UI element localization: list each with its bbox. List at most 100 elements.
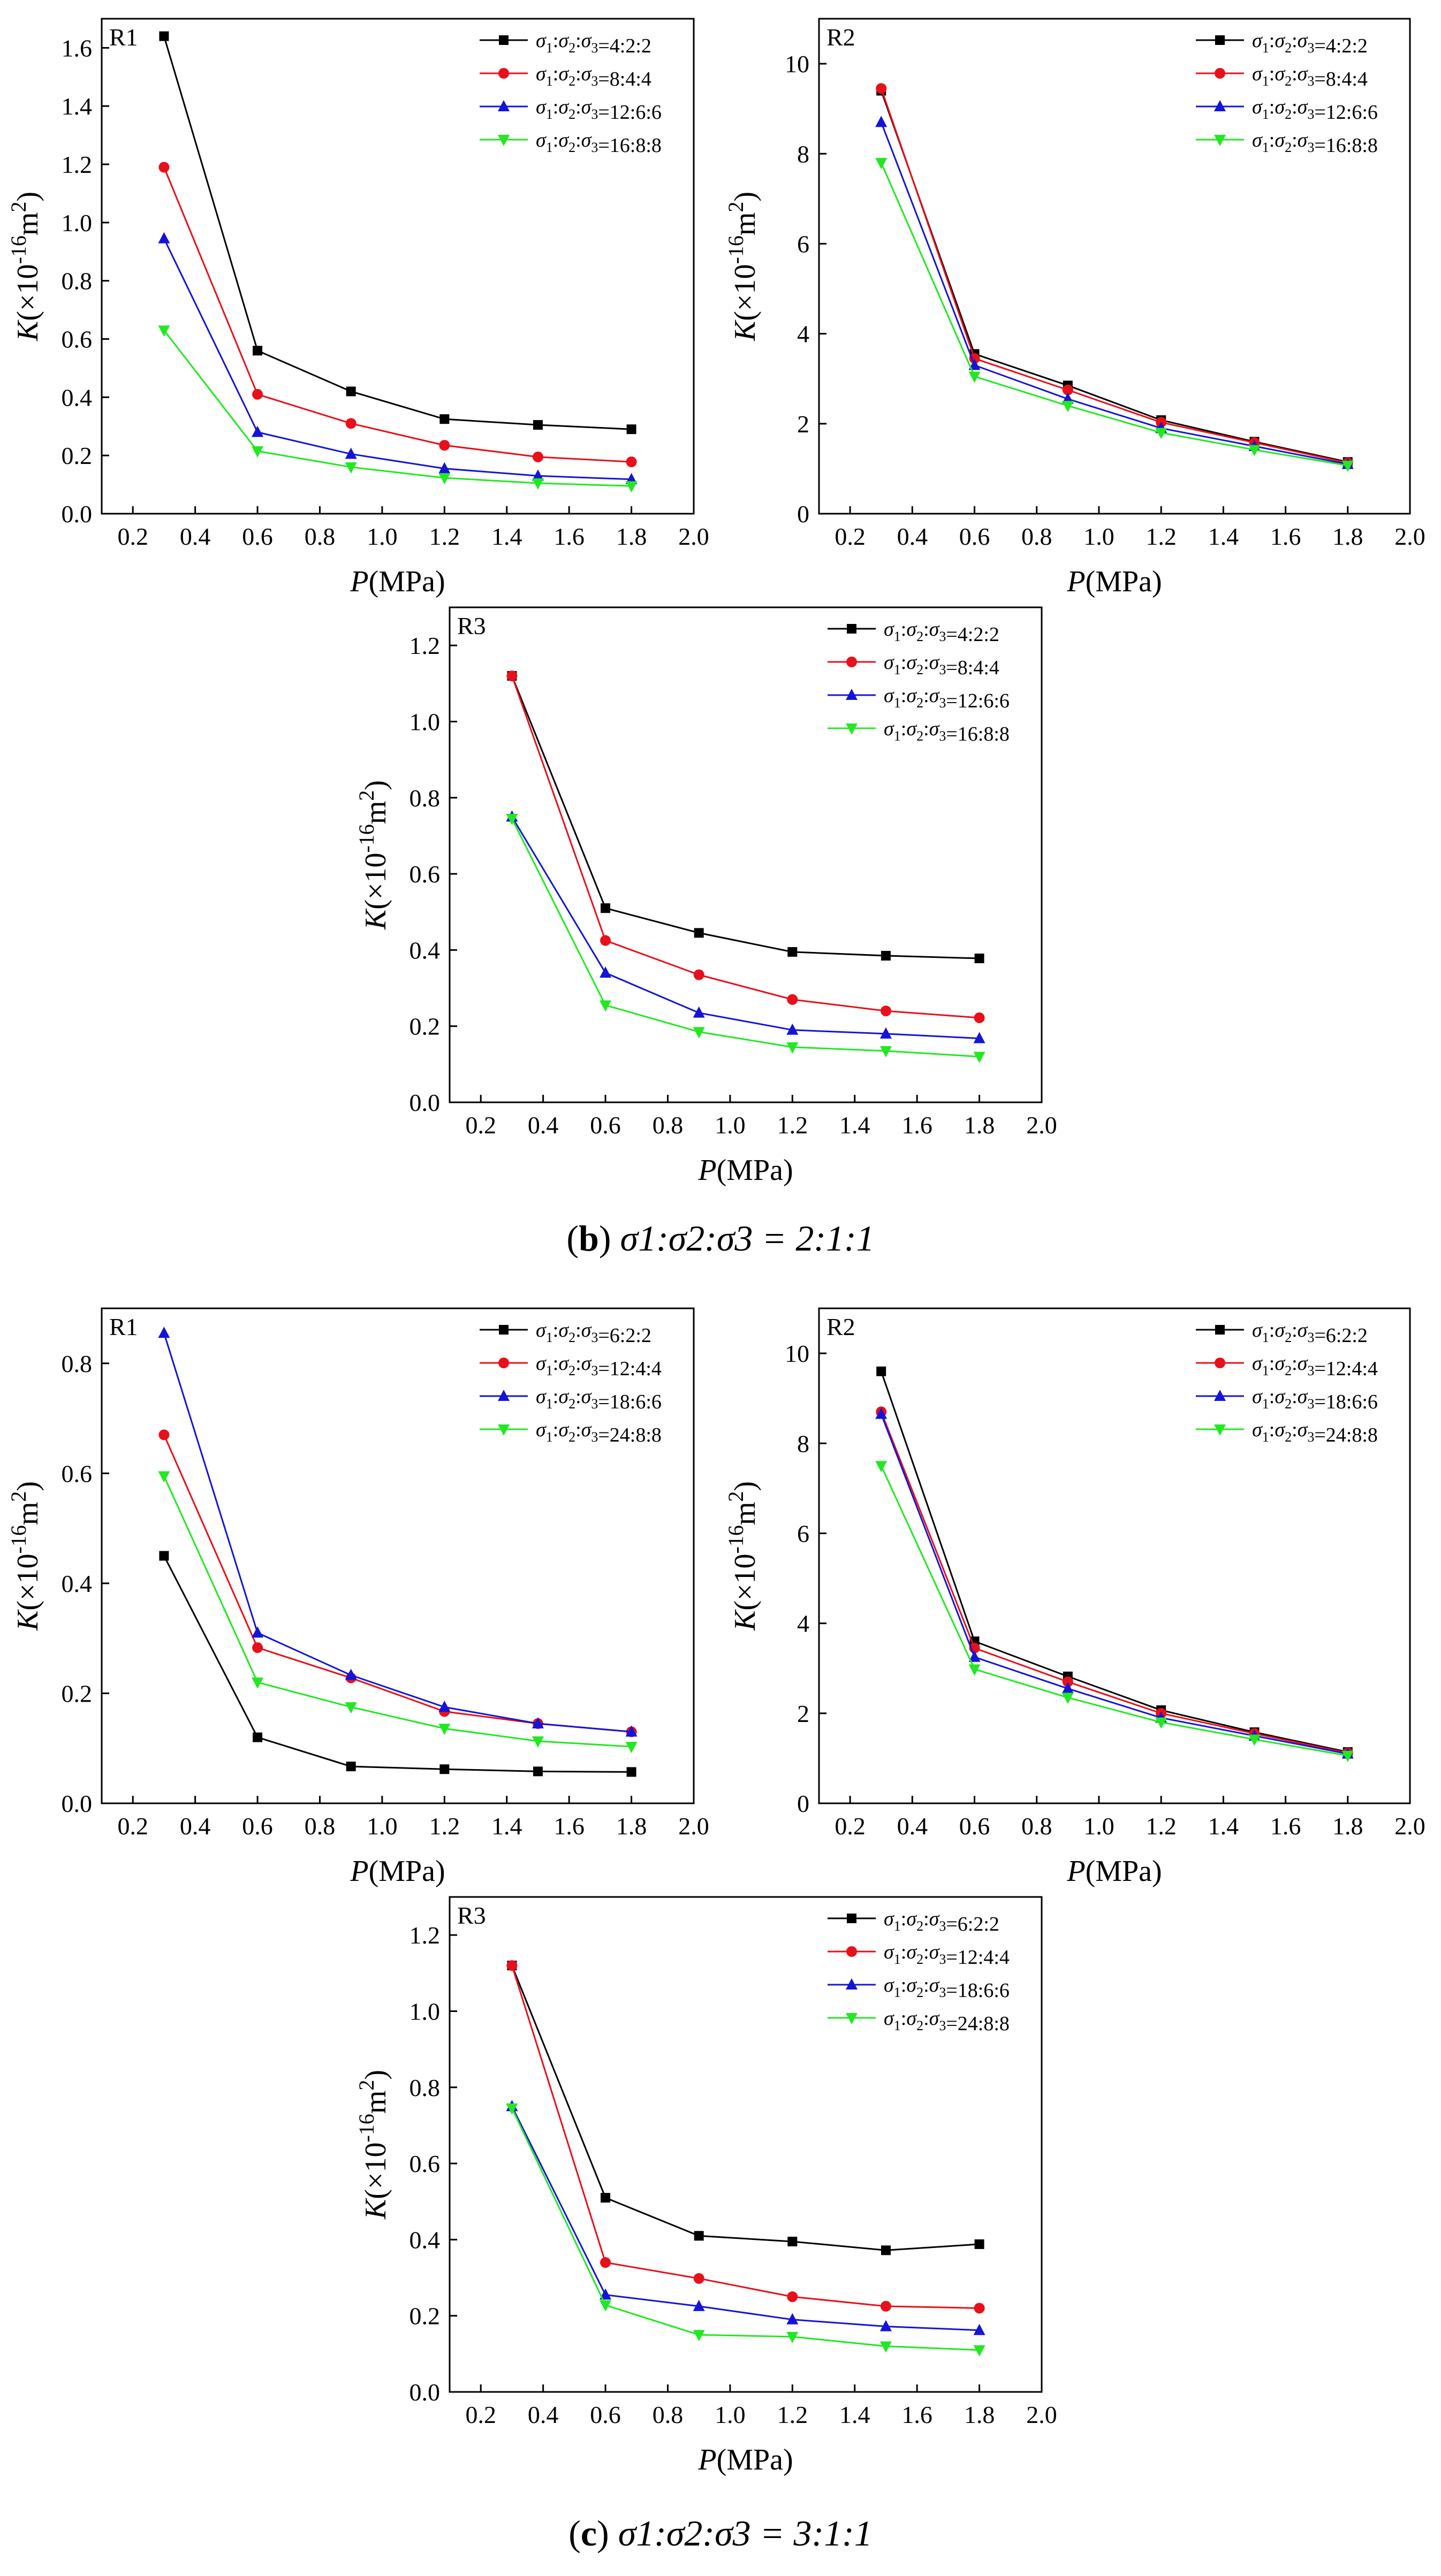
data-point-s2-4 [787,994,798,1005]
x-tick-label: 0.4 [180,523,211,550]
y-tick-label: 1.4 [62,93,93,120]
data-point-s1-4 [439,414,450,424]
x-tick-label: 0.8 [1021,523,1052,550]
x-tick-label: 0.2 [835,1812,866,1840]
data-point-s4-2 [968,1664,981,1676]
x-tick-label: 0.2 [835,523,866,550]
data-point-s4-2 [600,1000,612,1012]
panel-label: R2 [826,1313,855,1340]
data-point-s4-1 [506,2103,518,2115]
caption-c-text: σ1:σ2:σ3 = 3:1:1 [618,2513,873,2554]
data-point-s2-1 [506,1960,518,1971]
legend-marker-1 [847,624,856,634]
x-tick-label: 1.0 [715,2401,746,2428]
chart-b-R3: 0.2 0.4 0.6 0.8 1.0 1.2 1.4 1.6 1.8 2.0 0.0 0.2 0.4 0… [354,606,1057,1187]
x-tick-label: 0.8 [653,2401,684,2428]
y-tick-label: 0.0 [409,2379,441,2406]
y-tick-label: 0.4 [409,2226,441,2253]
x-tick-label: 1.8 [1332,1812,1363,1840]
data-point-s3-2 [252,425,264,437]
data-point-s2-1 [506,670,518,682]
x-tick-label: 0.6 [959,523,990,550]
y-tick-label: 1.0 [62,209,93,237]
data-point-s3-2 [968,1650,981,1662]
data-point-s1-2 [601,2193,611,2203]
y-tick-label: 6 [797,1520,809,1547]
legend-entry-3: σ1:σ2:σ3=12:6:6 [884,684,1010,712]
data-point-s1-6 [974,954,984,964]
y-tick-label: 1.0 [409,1998,441,2025]
series-line-3 [511,2106,980,2331]
y-tick-label: 0 [797,1790,809,1817]
x-tick-label: 0.8 [305,1812,336,1840]
y-axis-label: K(×10-16m2) [6,1481,44,1631]
legend-marker-1 [1215,35,1225,45]
legend-entry-4: σ1:σ2:σ3=16:8:8 [1252,129,1378,157]
y-axis-label: K(×10-16m2) [6,192,44,341]
data-point-s4-1 [875,158,888,170]
y-tick-label: 0.4 [62,1570,93,1597]
y-tick-label: 0.8 [409,784,441,812]
data-point-s4-4 [1155,428,1167,439]
legend-entry-4: σ1:σ2:σ3=16:8:8 [884,718,1010,745]
x-axis-label: P(MPa) [350,565,445,598]
data-point-s2-6 [626,456,637,468]
series-line-2 [880,88,1348,464]
data-point-s1-4 [439,1764,450,1774]
legend-entry-1: σ1:σ2:σ3=4:2:2 [884,618,999,646]
data-point-s4-3 [693,1027,705,1039]
plot-frame [818,1307,1411,1804]
data-point-s2-4 [787,2291,798,2303]
legend-entry-2: σ1:σ2:σ3=8:4:4 [536,63,651,90]
data-point-s2-5 [880,2300,891,2312]
x-tick-label: 1.2 [777,2401,808,2428]
data-point-s1-2 [253,1732,263,1742]
series-line-4 [163,1475,632,1748]
legend-entry-2: σ1:σ2:σ3=8:4:4 [884,651,999,679]
data-point-s3-1 [158,232,170,243]
data-point-s4-4 [438,473,451,485]
data-point-s3-6 [973,1032,985,1043]
series-line-4 [880,162,1348,467]
legend-marker-1 [847,1914,856,1923]
data-point-s3-5 [532,1717,544,1728]
data-point-s4-1 [506,813,518,825]
x-tick-label: 1.6 [1270,1812,1301,1840]
y-tick-label: 0.8 [62,1350,93,1377]
data-point-s3-2 [252,1626,264,1638]
y-tick-label: 0.4 [62,384,93,411]
x-axis-label: P(MPa) [697,1154,793,1187]
data-point-s3-6 [625,1725,638,1737]
x-tick-label: 1.6 [901,2401,932,2428]
data-point-s2-1 [158,162,170,173]
x-tick-label: 1.8 [964,2401,995,2428]
y-tick-label: 2 [797,1700,809,1727]
legend-marker-4 [498,1424,510,1436]
data-point-s2-3 [345,418,357,429]
x-tick-label: 0.8 [305,523,336,550]
x-tick-label: 2.0 [678,523,709,550]
y-tick-label: 10 [785,1340,809,1367]
data-point-s2-3 [1062,384,1073,395]
legend-marker-1 [499,1325,509,1335]
x-tick-label: 1.2 [777,1111,808,1139]
caption-c: (c) σ1:σ2:σ3 = 3:1:1 [568,2513,873,2554]
x-tick-label: 1.4 [839,1111,870,1139]
data-point-s3-4 [438,462,451,474]
series-line-2 [511,675,980,1019]
data-point-s1-1 [159,1551,169,1561]
data-point-s2-5 [880,1005,891,1017]
data-point-s1-6 [626,424,636,435]
x-tick-label: 0.6 [590,1111,621,1139]
data-point-s3-4 [786,2313,799,2325]
chart-b-R2: 0.2 0.4 0.6 0.8 1.0 1.2 1.4 1.6 1.8 2.0 0 2 4 6 8 10 P(M… [724,18,1425,598]
legend-marker-2 [498,68,509,79]
legend-entry-3: σ1:σ2:σ3=18:6:6 [884,1974,1010,2002]
data-point-s2-1 [876,83,887,94]
legend-entry-3: σ1:σ2:σ3=12:6:6 [536,96,662,124]
legend-marker-2 [846,657,857,667]
legend-marker-2 [498,1358,509,1368]
x-tick-label: 1.8 [1332,523,1363,550]
x-axis-label: P(MPa) [697,2443,793,2476]
